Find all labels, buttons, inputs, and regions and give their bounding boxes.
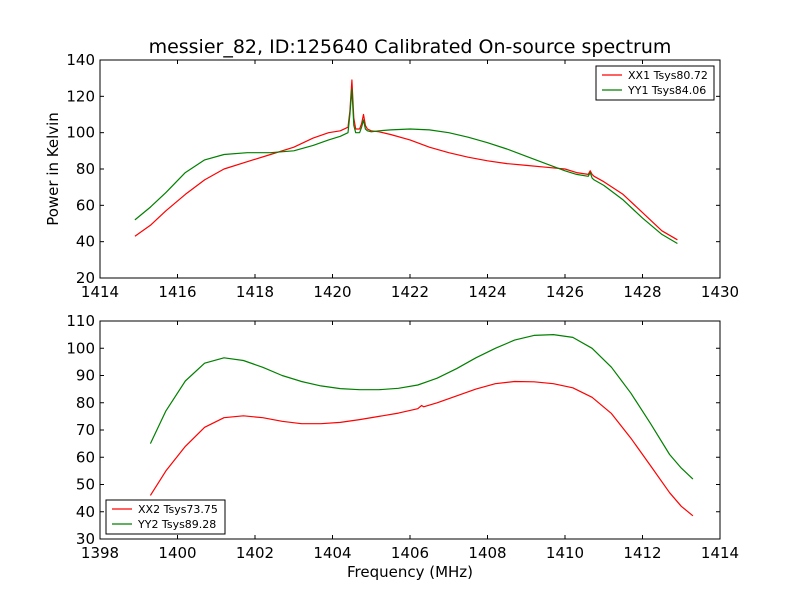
bottom-chart-x-tick-label: 1414 bbox=[701, 544, 739, 562]
top-chart-title: messier_82, ID:125640 Calibrated On-sour… bbox=[149, 36, 672, 58]
top-chart-y-tick-label: 120 bbox=[66, 87, 95, 105]
top-chart-y-tick-label: 80 bbox=[76, 160, 95, 178]
bottom-chart-x-tick-label: 1400 bbox=[158, 544, 196, 562]
bottom-chart-x-tick-label: 1398 bbox=[81, 544, 119, 562]
bottom-chart-y-tick-label: 30 bbox=[76, 530, 95, 548]
top-chart-series-line-1 bbox=[134, 79, 678, 241]
bottom-chart-series-line-2 bbox=[149, 334, 694, 480]
bottom-chart-y-tick-label: 40 bbox=[76, 503, 95, 521]
bottom-chart-legend-entry-2: YY2 Tsys89.28 bbox=[137, 518, 216, 531]
bottom-chart-y-tick-label: 80 bbox=[76, 394, 95, 412]
bottom-chart-x-tick-label: 1412 bbox=[623, 544, 661, 562]
top-chart-x-tick-label: 1424 bbox=[468, 283, 506, 301]
top-chart-y-tick-label: 100 bbox=[66, 124, 95, 142]
top-chart-x-tick-label: 1430 bbox=[701, 283, 739, 301]
top-chart-legend-entry-2: YY1 Tsys84.06 bbox=[627, 84, 706, 97]
bottom-chart-x-tick-label: 1410 bbox=[546, 544, 584, 562]
top-chart-y-tick-label: 20 bbox=[76, 269, 95, 287]
top-chart-x-tick-label: 1420 bbox=[313, 283, 351, 301]
bottom-chart-series-line-1 bbox=[149, 380, 694, 517]
bottom-chart-x-tick-label: 1402 bbox=[236, 544, 274, 562]
bottom-chart-y-tick-label: 110 bbox=[66, 312, 95, 330]
top-chart: 1414 1416 1418 1420 1422 1424 1426 1428 1430 20 40… bbox=[66, 51, 739, 301]
top-chart-legend-entry-1: XX1 Tsys80.72 bbox=[628, 69, 708, 82]
bottom-chart-x-tick-label: 1406 bbox=[391, 544, 429, 562]
top-chart-x-tick-label: 1426 bbox=[546, 283, 584, 301]
bottom-chart-x-axis-label: Frequency (MHz) bbox=[347, 563, 473, 581]
top-chart-legend bbox=[595, 65, 715, 101]
top-chart-y-tick-label: 140 bbox=[66, 51, 95, 69]
top-chart-y-tick-label: 60 bbox=[76, 196, 95, 214]
bottom-chart-legend-entry-1: XX2 Tsys73.75 bbox=[138, 503, 218, 516]
bottom-chart-y-tick-label: 60 bbox=[76, 448, 95, 466]
bottom-chart-y-tick-label: 90 bbox=[76, 367, 95, 385]
bottom-chart-y-tick-label: 100 bbox=[66, 339, 95, 357]
bottom-chart-y-tick-label: 70 bbox=[76, 421, 95, 439]
top-chart-x-tick-label: 1428 bbox=[623, 283, 661, 301]
bottom-chart-legend bbox=[105, 499, 226, 535]
top-chart-y-tick-label: 40 bbox=[76, 233, 95, 251]
bottom-chart-x-tick-label: 1404 bbox=[313, 544, 351, 562]
top-chart-y-axis-label: Power in Kelvin bbox=[44, 112, 62, 226]
top-chart-x-tick-label: 1422 bbox=[391, 283, 429, 301]
top-chart-x-tick-label: 1418 bbox=[236, 283, 274, 301]
bottom-chart-x-tick-label: 1408 bbox=[468, 544, 506, 562]
top-chart-series-line-2 bbox=[134, 88, 678, 245]
bottom-chart: 1398 1400 1402 1404 1406 1408 1410 1412 1414 30 40… bbox=[66, 312, 739, 562]
top-chart-x-tick-label: 1414 bbox=[81, 283, 119, 301]
bottom-chart-y-tick-label: 50 bbox=[76, 476, 95, 494]
top-chart-x-tick-label: 1416 bbox=[158, 283, 196, 301]
